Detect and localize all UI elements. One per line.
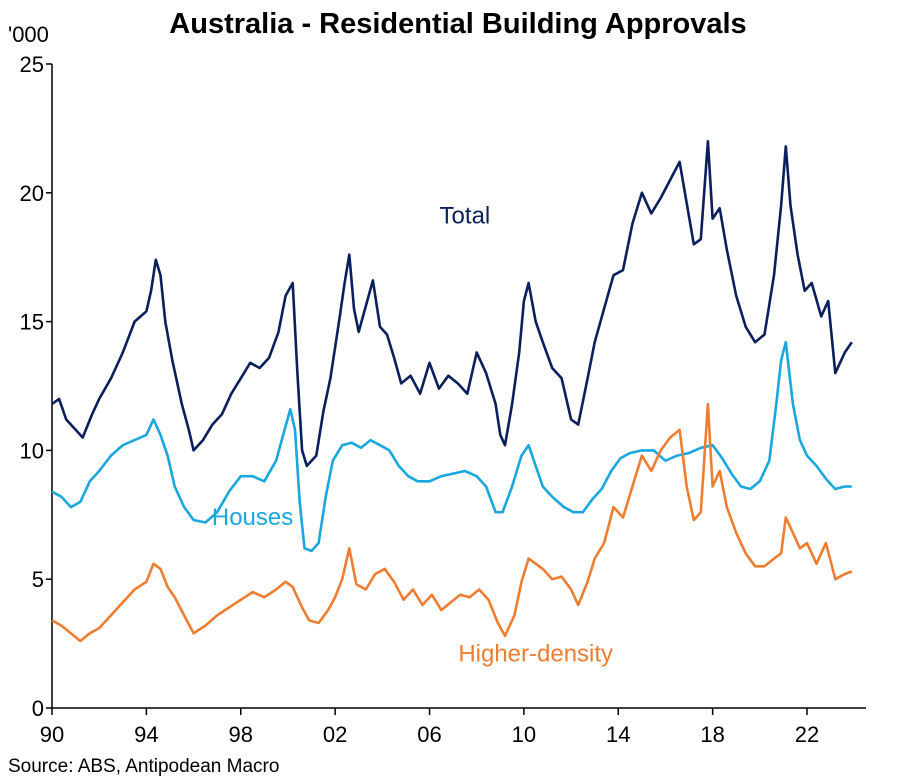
x-tick-label: 90 <box>40 722 64 747</box>
series-lines <box>51 140 853 643</box>
series-line-1 <box>51 340 852 553</box>
y-tick-label: 10 <box>20 438 44 463</box>
series-label-2: Higher-density <box>458 641 613 668</box>
series-line-2 <box>51 402 853 643</box>
x-tick-label: 98 <box>229 722 253 747</box>
series-label-1: Houses <box>212 504 293 531</box>
source-note: Source: ABS, Antipodean Macro <box>8 756 280 777</box>
series-labels: Total Houses Higher-density <box>212 203 613 668</box>
x-tick-label: 14 <box>606 722 630 747</box>
y-tick-label: 0 <box>32 696 44 721</box>
y-tick-label: 25 <box>20 52 44 77</box>
series-label-0: Total <box>440 203 491 230</box>
x-tick-label: 02 <box>323 722 347 747</box>
x-tick-label: 94 <box>134 722 158 747</box>
y-unit-label: '000 <box>8 22 49 47</box>
x-tick-label: 18 <box>700 722 724 747</box>
y-tick-label: 5 <box>32 567 44 592</box>
series-line-0 <box>51 140 853 468</box>
y-tick-label: 15 <box>20 310 44 335</box>
chart-title: Australia - Residential Building Approva… <box>169 8 747 40</box>
y-tick-label: 20 <box>20 181 44 206</box>
x-tick-label: 10 <box>512 722 536 747</box>
x-tick-label: 06 <box>417 722 441 747</box>
axes: 0 5 10 15 20 25 90 94 98 02 06 10 14 18 22 <box>20 52 866 747</box>
x-tick-label: 22 <box>795 722 819 747</box>
